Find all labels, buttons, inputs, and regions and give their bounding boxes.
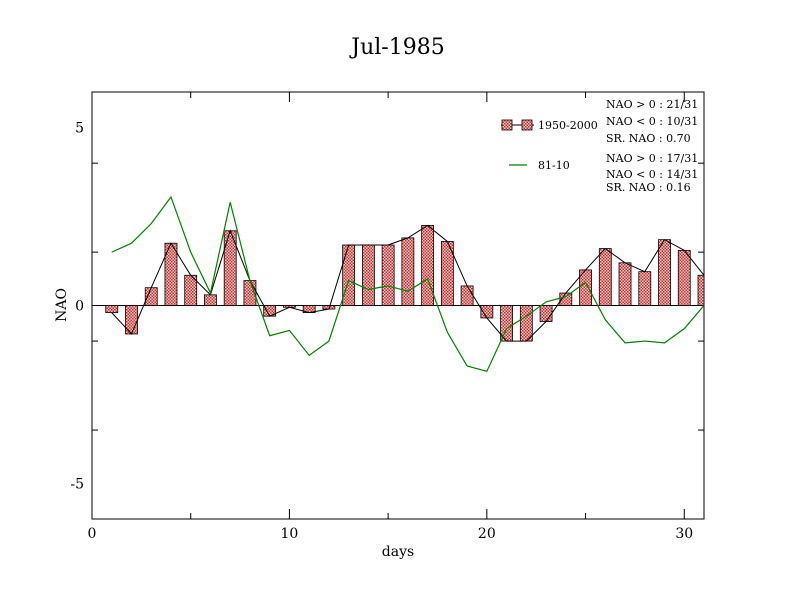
stats-1950-2000-negative: NAO < 0 : 10/31 (606, 115, 698, 128)
bar-day-31 (697, 274, 705, 306)
line-series-81-10 (111, 195, 705, 373)
bar-day-29 (658, 239, 671, 306)
x-tick-label: 10 (281, 526, 299, 542)
legend-1950-2000-swatch-left (501, 119, 513, 131)
bar-day-15 (381, 244, 395, 306)
legend-1950-2000-swatch-right (521, 119, 533, 131)
bar-day-30 (677, 249, 691, 306)
bar-day-26 (598, 248, 612, 306)
bar-day-1 (105, 305, 119, 314)
legend: 1950-2000 81-10 NAO > 0 : 21/31 NAO < 0 … (501, 98, 698, 194)
y-axis: -5 0 5 (70, 121, 704, 520)
bar-day-14 (361, 244, 375, 306)
bar-series-1950-2000 (105, 225, 705, 342)
bar-day-22 (519, 305, 533, 342)
stats-81-10-negative: NAO < 0 : 14/31 (606, 168, 698, 181)
bar-day-6 (204, 294, 217, 306)
x-tick-label: 20 (478, 526, 496, 542)
stats-81-10-positive: NAO > 0 : 17/31 (606, 152, 698, 165)
chart-title: Jul-1985 (349, 35, 444, 60)
bar-day-17 (421, 225, 435, 306)
y-tick-label: 0 (75, 299, 84, 315)
y-tick-label: -5 (70, 476, 84, 492)
bar-day-13 (342, 244, 356, 306)
x-axis-label: days (382, 544, 414, 560)
bar-series-outline-line (111, 224, 705, 342)
bar-day-16 (401, 237, 415, 306)
y-tick-label: 5 (75, 121, 84, 137)
legend-81-10-label: 81-10 (538, 159, 570, 172)
stats-1950-2000-sr: SR. NAO : 0.70 (606, 132, 691, 145)
stats-1950-2000-positive: NAO > 0 : 21/31 (606, 98, 698, 111)
x-axis: 0 10 20 30 (88, 92, 693, 542)
bar-day-23 (539, 305, 553, 322)
bar-day-19 (460, 285, 474, 306)
legend-1950-2000-label: 1950-2000 (538, 119, 598, 132)
x-tick-label: 0 (88, 526, 97, 542)
bar-day-27 (618, 262, 632, 306)
y-axis-label: NAO (54, 288, 70, 322)
bar-day-28 (638, 271, 652, 306)
stats-81-10-sr: SR. NAO : 0.16 (606, 181, 691, 194)
x-tick-label: 30 (675, 526, 693, 542)
